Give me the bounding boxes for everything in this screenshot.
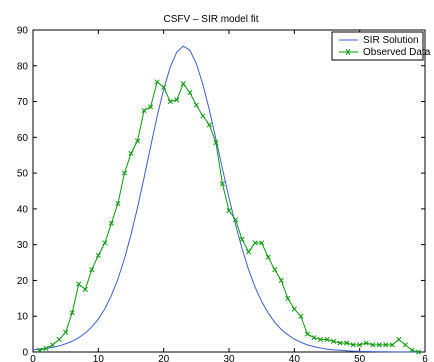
series-line-sir-solution: [32, 45, 419, 353]
data-point-observed-data: [226, 208, 232, 214]
data-point-observed-data: [311, 335, 317, 341]
data-point-observed-data: [167, 99, 173, 105]
y-tick-label: 80: [17, 61, 29, 72]
data-point-observed-data: [89, 267, 95, 273]
data-point-observed-data: [148, 104, 154, 110]
legend-label-observed-data: Observed Data: [363, 47, 431, 58]
data-point-observed-data: [409, 347, 415, 353]
data-point-observed-data: [330, 338, 337, 344]
data-point-observed-data: [108, 220, 114, 226]
data-point-observed-data: [206, 122, 212, 128]
y-tick-label: 20: [17, 276, 29, 287]
data-point-observed-data: [265, 254, 271, 260]
data-point-observed-data: [102, 240, 108, 246]
chart-title: CSFV – SIR model fit: [163, 14, 258, 25]
data-point-observed-data: [402, 342, 408, 348]
data-point-observed-data: [272, 267, 278, 273]
data-point-observed-data: [317, 336, 324, 343]
series-layer: [32, 45, 422, 355]
legend-box: [331, 31, 424, 61]
data-point-observed-data: [252, 240, 258, 246]
x-tick-label: 6: [422, 354, 428, 362]
x-tick-label: 30: [223, 354, 235, 362]
y-tick-label: 90: [17, 26, 29, 37]
data-point-observed-data: [95, 252, 101, 258]
x-tick-label: 20: [158, 354, 170, 362]
data-point-observed-data: [246, 249, 252, 255]
y-tick-label: 30: [17, 240, 29, 251]
data-point-observed-data: [141, 107, 147, 114]
data-point-observed-data: [174, 97, 180, 103]
data-point-observed-data: [344, 340, 350, 346]
x-tick-label: 0: [30, 354, 36, 362]
data-point-observed-data: [154, 79, 160, 85]
legend-marker-observed-data: [345, 48, 351, 56]
x-tick-label: 10: [93, 354, 105, 362]
data-point-observed-data: [36, 347, 43, 353]
y-tick-label: 10: [17, 312, 29, 323]
data-point-observed-data: [304, 331, 310, 337]
data-point-observed-data: [193, 102, 199, 108]
data-point-observed-data: [370, 342, 376, 348]
data-point-observed-data: [43, 345, 49, 351]
data-point-observed-data: [161, 84, 167, 90]
data-point-observed-data: [213, 140, 219, 146]
data-point-observed-data: [219, 181, 226, 187]
y-tick-label: 70: [17, 97, 29, 108]
data-point-observed-data: [200, 113, 206, 119]
data-point-observed-data: [121, 170, 128, 176]
plot-area: [32, 29, 426, 353]
data-point-observed-data: [285, 295, 291, 301]
data-point-observed-data: [134, 138, 141, 144]
y-tick-label: 0: [22, 348, 28, 359]
data-point-observed-data: [396, 336, 402, 343]
data-point-observed-data: [350, 342, 356, 348]
legend: SIR Solution Observed Data: [331, 31, 431, 61]
data-point-observed-data: [76, 281, 82, 287]
data-point-observed-data: [357, 342, 363, 348]
y-tick-label: 60: [17, 133, 29, 144]
data-point-observed-data: [128, 150, 134, 156]
data-point-observed-data: [389, 342, 395, 348]
data-point-observed-data: [180, 81, 186, 87]
data-point-observed-data: [337, 340, 343, 346]
data-point-observed-data: [232, 217, 239, 223]
data-point-observed-data: [278, 277, 284, 283]
legend-label-sir-solution: SIR Solution: [363, 35, 419, 46]
data-point-observed-data: [291, 306, 297, 312]
data-point-observed-data: [56, 336, 62, 343]
x-tick-label: 50: [354, 354, 366, 362]
data-point-observed-data: [187, 90, 193, 96]
data-point-observed-data: [415, 349, 422, 355]
data-point-observed-data: [298, 313, 304, 319]
data-point-observed-data: [363, 340, 369, 346]
data-point-observed-data: [82, 286, 88, 292]
data-point-observed-data: [324, 336, 330, 343]
y-tick-label: 40: [17, 204, 29, 215]
x-tick-label: 40: [289, 354, 301, 362]
data-point-observed-data: [63, 329, 69, 335]
data-point-observed-data: [115, 200, 121, 207]
data-point-observed-data: [259, 240, 265, 246]
y-tick-label: 50: [17, 169, 29, 180]
data-point-observed-data: [376, 342, 382, 348]
data-point-observed-data: [50, 342, 56, 348]
data-point-observed-data: [383, 342, 389, 348]
data-point-observed-data: [239, 236, 245, 242]
data-point-observed-data: [69, 310, 75, 316]
